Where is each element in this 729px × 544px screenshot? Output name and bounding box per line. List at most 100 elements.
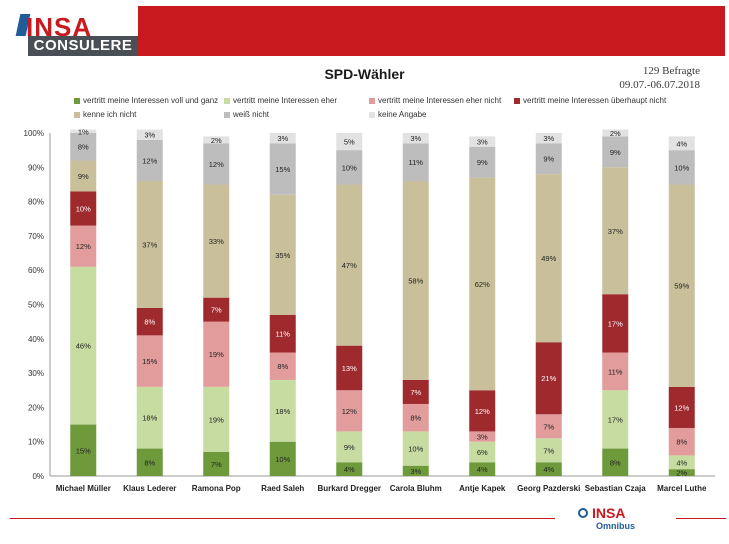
legend-item: kenne ich nicht <box>74 110 136 119</box>
bar-segment <box>269 143 296 195</box>
data-label: 37% <box>142 240 157 249</box>
footer-divider <box>10 518 555 519</box>
data-label: 3% <box>543 134 554 143</box>
legend-label: vertritt meine Interessen voll und ganz <box>83 96 219 105</box>
data-label: 19% <box>209 415 224 424</box>
legend-swatch <box>514 97 520 104</box>
data-label: 3% <box>477 433 488 442</box>
data-label: 4% <box>676 458 687 467</box>
data-label: 33% <box>209 237 224 246</box>
data-label: 47% <box>342 261 357 270</box>
y-tick-label: 10% <box>28 438 44 447</box>
bar-segment <box>402 143 429 182</box>
data-label: 12% <box>76 242 91 251</box>
bar-segment <box>203 136 230 144</box>
x-tick-label: Marcel Luthe <box>657 484 707 493</box>
y-tick-label: 30% <box>28 369 44 378</box>
respondent-count: 129 Befragte <box>642 65 700 77</box>
data-label: 17% <box>608 319 623 328</box>
data-label: 2% <box>676 469 687 478</box>
data-label: 7% <box>410 388 421 397</box>
data-label: 9% <box>543 155 554 164</box>
x-tick-label: Klaus Lederer <box>123 484 176 493</box>
data-label: 9% <box>477 158 488 167</box>
y-tick-label: 70% <box>28 232 44 241</box>
data-label: 18% <box>275 407 290 416</box>
bar-segment <box>70 129 97 133</box>
bar-segment <box>336 133 363 151</box>
data-label: 49% <box>541 254 556 263</box>
legend-label: vertritt meine Interessen eher <box>233 96 338 105</box>
data-label: 19% <box>209 350 224 359</box>
chart-legend: vertritt meine Interessen voll und ganz v… <box>74 96 694 124</box>
bar-segment <box>602 129 629 137</box>
x-tick-label: Sebastian Czaja <box>585 484 646 493</box>
data-label: 8% <box>144 318 155 327</box>
bar-segment <box>203 297 230 322</box>
y-tick-label: 90% <box>28 163 44 172</box>
data-label: 46% <box>76 342 91 351</box>
data-label: 35% <box>275 251 290 260</box>
bar-segment <box>602 390 629 449</box>
data-label: 10% <box>342 163 357 172</box>
bar-segment <box>602 167 629 295</box>
data-label: 15% <box>76 446 91 455</box>
data-label: 3% <box>410 467 421 476</box>
bar-segment <box>668 469 695 476</box>
x-tick-label: Carola Bluhm <box>390 484 442 493</box>
bar-segment <box>469 431 496 442</box>
bar-segment <box>668 427 695 456</box>
footer-logo-top: INSA <box>592 505 626 521</box>
legend-swatch <box>74 111 80 118</box>
bar-segment <box>535 462 562 476</box>
x-tick-label: Georg Pazderski <box>517 484 580 493</box>
data-label: 7% <box>211 306 222 315</box>
bar-segment <box>402 465 429 476</box>
bar-segment <box>602 352 629 391</box>
data-label: 37% <box>608 227 623 236</box>
insa-consulere-logo: INSA CONSULERE <box>15 12 138 58</box>
data-label: 13% <box>342 364 357 373</box>
bar-segment <box>602 294 629 353</box>
bar-segment <box>535 342 562 415</box>
data-label: 7% <box>543 446 554 455</box>
data-label: 10% <box>76 204 91 213</box>
bar-segment <box>269 194 296 315</box>
bar-segment <box>336 431 363 463</box>
data-label: 9% <box>610 148 621 157</box>
data-label: 10% <box>275 455 290 464</box>
bar-segment <box>469 146 496 178</box>
data-label: 8% <box>277 362 288 371</box>
data-label: 8% <box>676 438 687 447</box>
bar-segment <box>70 133 97 161</box>
data-label: 12% <box>674 403 689 412</box>
y-tick-label: 20% <box>28 403 44 412</box>
x-tick-label: Raed Saleh <box>261 484 304 493</box>
bar-segment <box>668 386 695 428</box>
bar-segment <box>668 150 695 185</box>
bar-segment <box>70 191 97 226</box>
data-label: 12% <box>209 160 224 169</box>
bar-segment <box>602 448 629 476</box>
bar-segment <box>203 451 230 476</box>
legend-swatch <box>224 111 230 118</box>
data-label: 10% <box>408 445 423 454</box>
header-red-band <box>138 6 725 56</box>
bar-segment <box>336 462 363 476</box>
legend-item: vertritt meine Interessen voll und ganz <box>74 96 218 105</box>
data-label: 2% <box>211 136 222 145</box>
bar-segment <box>269 379 296 442</box>
data-label: 1% <box>78 127 89 136</box>
bar-segment <box>668 455 695 470</box>
bar-segment <box>336 184 363 346</box>
data-label: 15% <box>275 165 290 174</box>
legend-swatch <box>369 97 375 104</box>
data-label: 11% <box>608 367 623 376</box>
legend-swatch <box>224 97 230 104</box>
bar-segment <box>136 129 163 140</box>
y-tick-label: 40% <box>28 335 44 344</box>
data-label: 3% <box>410 134 421 143</box>
data-label: 2% <box>610 129 621 138</box>
data-label: 8% <box>144 458 155 467</box>
bar-segment <box>402 181 429 380</box>
